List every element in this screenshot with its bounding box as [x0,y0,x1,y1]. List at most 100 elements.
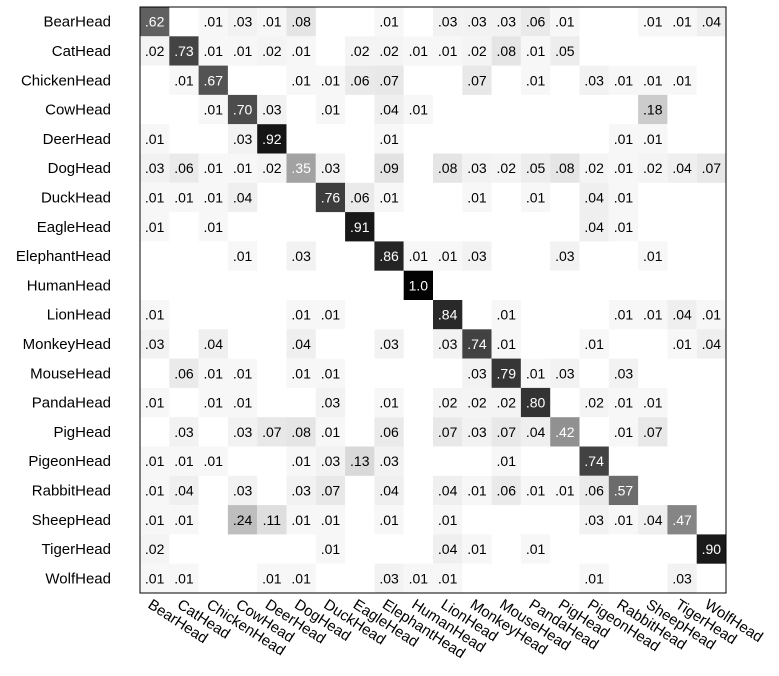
cell-value-label: .04 [204,336,224,352]
cell-value-label: .01 [409,102,429,118]
cell-value-label: .86 [379,248,399,264]
cell-value-label: .90 [702,541,722,557]
cell-value-label: .73 [174,43,194,59]
cell-value-label: .03 [467,14,487,30]
row-labels: BearHead CatHead ChickenHead CowHead DeerHea… [16,14,111,588]
heatmap-cell [227,505,258,535]
cell-value-label: 1.0 [409,277,429,293]
cell-value-label: .03 [379,570,399,586]
heatmap-cell [433,387,463,418]
cell-value-label: .67 [204,72,224,88]
cell-value-label: .01 [614,219,634,235]
heatmap-cell [140,153,170,183]
cell-value-label: .01 [145,512,165,528]
cell-value-label: .01 [174,570,194,586]
heatmap-cell [520,387,551,418]
heatmap-cell [433,475,463,506]
heatmap-cell [315,300,346,330]
heatmap-cell [550,417,580,447]
column-labels: BearHeadCatHeadChickenHeadCowHeadDeerHea… [145,596,766,662]
cell-value-label: .07 [379,72,399,88]
cell-value-label: .03 [262,102,282,118]
heatmap-cell [286,300,316,330]
heatmap-cell [491,7,521,37]
cell-value-label: .03 [467,424,487,440]
cell-value-label: .03 [614,365,634,381]
cell-value-label: .02 [438,395,458,411]
row-label: TigerHead [42,541,111,558]
heatmap-cell [579,446,609,476]
cell-value-label: .02 [643,160,663,176]
cell-value-label: .03 [555,365,575,381]
cell-value-label: .07 [438,424,458,440]
cell-value-label: .04 [702,14,722,30]
cell-value-label: .01 [497,336,517,352]
heatmap-cell [227,7,258,37]
cell-value-label: .02 [262,43,282,59]
heatmap-cell [227,475,258,506]
heatmap-cell [374,124,404,154]
heatmap-cell [140,212,170,242]
cell-value-label: .01 [204,219,224,235]
cell-value-label: .92 [262,131,282,147]
cell-value-label: .24 [233,512,253,528]
cell-value-label: .01 [555,14,575,30]
heatmap-cell [140,534,170,564]
cell-value-label: .11 [263,512,282,528]
cell-value-label: .01 [145,219,165,235]
heatmap-cell [345,182,375,213]
row-label: ElephantHead [16,248,111,265]
cell-value-label: .01 [321,365,341,381]
heatmap-cell [286,241,316,271]
cell-value-label: .08 [497,43,517,59]
cell-value-label: .01 [291,365,311,381]
cell-value-label: .01 [526,365,546,381]
cell-value-label: .01 [614,424,634,440]
heatmap-cell [286,36,316,66]
heatmap-cell [315,387,346,418]
heatmap-cell [169,563,199,593]
heatmap-cell [520,182,551,213]
cell-value-label: .01 [526,541,546,557]
cell-value-label: .01 [174,72,194,88]
cell-value-label: .01 [145,482,165,498]
heatmap-cell [198,153,228,183]
heatmap-cell [374,329,404,359]
heatmap-cell [140,7,170,37]
heatmap-cell [608,300,639,330]
cell-value-label: .03 [467,365,487,381]
heatmap-cell [638,94,668,125]
cell-value-label: .01 [321,102,341,118]
cell-value-label: .35 [291,160,311,176]
heatmap-cell [433,36,463,66]
heatmap-cell [227,36,258,66]
cell-value-label: .04 [438,541,458,557]
heatmap-cell [403,241,433,271]
heatmap-cell [140,446,170,476]
cell-value-label: .01 [614,512,634,528]
heatmap-cell [374,505,404,535]
cell-value-label: .01 [614,72,634,88]
cell-value-label: .01 [643,14,663,30]
cell-value-label: .01 [614,189,634,205]
heatmap-cell [608,153,639,183]
cell-value-label: .01 [379,189,399,205]
cell-value-label: .04 [438,482,458,498]
cell-value-label: .01 [584,570,604,586]
cell-value-label: .03 [555,248,575,264]
heatmap-cell [374,417,404,447]
cell-value-label: .01 [321,72,341,88]
heatmap-cell [257,505,287,535]
heatmap-cell [638,300,668,330]
heatmap-cell [315,94,346,125]
cell-value-label: .01 [291,43,311,59]
cell-value-label: .02 [350,43,370,59]
heatmap-cell [286,446,316,476]
cell-value-label: .13 [350,453,370,469]
heatmap-cell [608,505,639,535]
row-label: HumanHead [27,277,111,294]
cell-value-label: .01 [145,395,165,411]
cell-value-label: .01 [321,424,341,440]
heatmap-cell [374,153,404,183]
cell-value-label: .09 [379,160,399,176]
